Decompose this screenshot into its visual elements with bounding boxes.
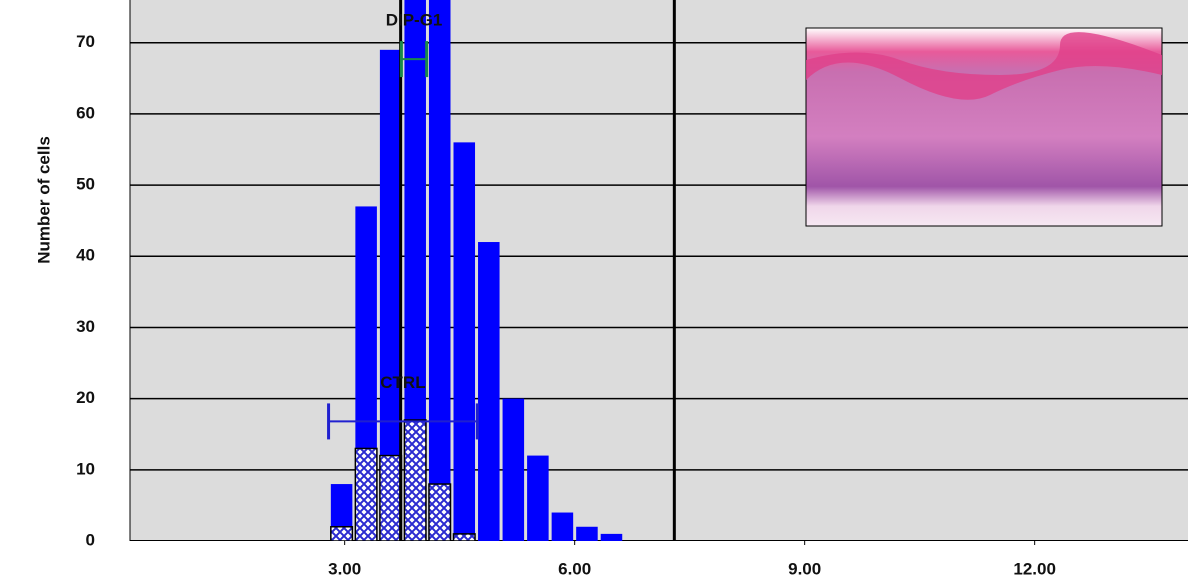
x-tick-label: 6.00 <box>558 559 591 578</box>
x-tick-label: 3.00 <box>328 559 361 578</box>
histogram-bar <box>527 456 549 541</box>
histogram-bar <box>454 142 476 541</box>
y-tick-label: 10 <box>76 459 95 478</box>
y-tick-label: 40 <box>76 246 95 265</box>
histogram-bar <box>404 420 426 541</box>
histogram-bar <box>552 513 574 541</box>
histogram-bar <box>454 534 476 541</box>
histogram-bar <box>331 527 353 541</box>
y-axis-label: Number of cells <box>34 136 53 264</box>
histogram-bar <box>576 527 598 541</box>
y-tick-label: 60 <box>76 103 95 122</box>
histogram-bar <box>503 399 525 541</box>
y-tick-label: 20 <box>76 388 95 407</box>
y-tick-label: 50 <box>76 175 95 194</box>
annotation-label: DIP-G1 <box>386 11 443 30</box>
histogram-bar <box>380 456 402 541</box>
histogram-bar <box>429 484 451 541</box>
x-tick-label: 12.00 <box>1013 559 1056 578</box>
y-tick-label: 70 <box>76 32 95 51</box>
y-tick-label: 30 <box>76 317 95 336</box>
annotation-label: CTRL <box>380 373 425 392</box>
histogram-bar <box>429 0 451 541</box>
y-tick-label: 0 <box>86 530 95 549</box>
inset-image <box>806 28 1162 226</box>
histogram-bar <box>601 534 623 541</box>
chart: Number of cells 0 10 20 30 40 50 60 70 3.00 6.00 9… <box>0 0 1188 585</box>
histogram-bar <box>478 242 500 541</box>
histogram-bar <box>355 448 377 541</box>
x-tick-label: 9.00 <box>788 559 821 578</box>
